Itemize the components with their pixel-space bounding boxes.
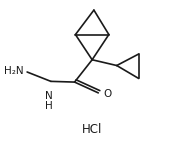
Text: N: N xyxy=(45,91,53,101)
Text: O: O xyxy=(103,89,112,99)
Text: H₂N: H₂N xyxy=(4,66,24,76)
Text: H: H xyxy=(45,101,53,111)
Text: HCl: HCl xyxy=(82,123,102,136)
